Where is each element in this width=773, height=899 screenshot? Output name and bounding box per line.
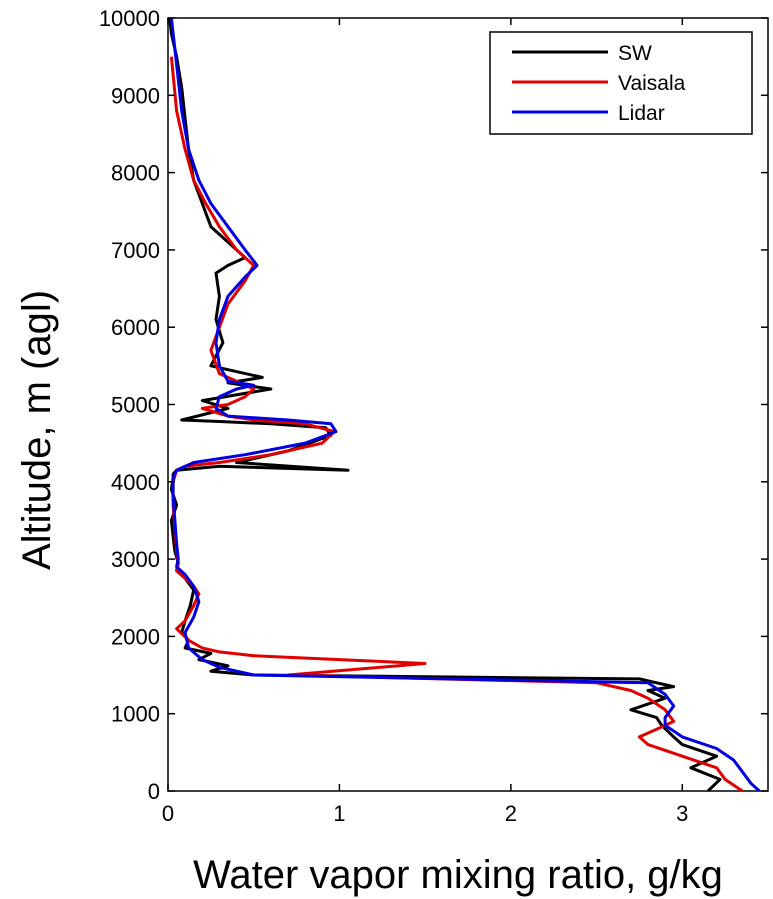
y-tick-label: 1000 bbox=[111, 702, 160, 727]
legend-label-vaisala: Vaisala bbox=[618, 72, 686, 95]
x-tick-label: 3 bbox=[676, 801, 688, 826]
y-tick-label: 10000 bbox=[99, 6, 160, 31]
x-tick-label: 0 bbox=[162, 801, 174, 826]
legend: SW Vaisala Lidar bbox=[489, 31, 753, 135]
x-axis-label: Water vapor mixing ratio, g/kg bbox=[193, 853, 723, 897]
series-layer bbox=[168, 17, 761, 793]
y-tick-label: 3000 bbox=[111, 547, 160, 572]
y-tick-label: 9000 bbox=[111, 83, 160, 108]
plot-area bbox=[167, 17, 769, 792]
legend-label-sw: SW bbox=[618, 42, 652, 65]
y-tick-label: 2000 bbox=[111, 624, 160, 649]
y-tick-label: 8000 bbox=[111, 161, 160, 186]
y-axis-label: Altitude, m (agl) bbox=[15, 290, 59, 570]
x-tick-label: 1 bbox=[333, 801, 345, 826]
legend-label-lidar: Lidar bbox=[618, 102, 665, 125]
y-tick-label: 6000 bbox=[111, 315, 160, 340]
y-tick-label: 0 bbox=[148, 779, 160, 804]
series-line-lidar bbox=[169, 17, 761, 793]
y-tick-label: 5000 bbox=[111, 393, 160, 418]
y-tick-label: 4000 bbox=[111, 470, 160, 495]
y-tick-label: 7000 bbox=[111, 238, 160, 263]
x-tick-label: 2 bbox=[505, 801, 517, 826]
axis-layer: 0 1000 2000 3000 4000 5000 6000 7000 8000 9000 100… bbox=[99, 6, 768, 826]
